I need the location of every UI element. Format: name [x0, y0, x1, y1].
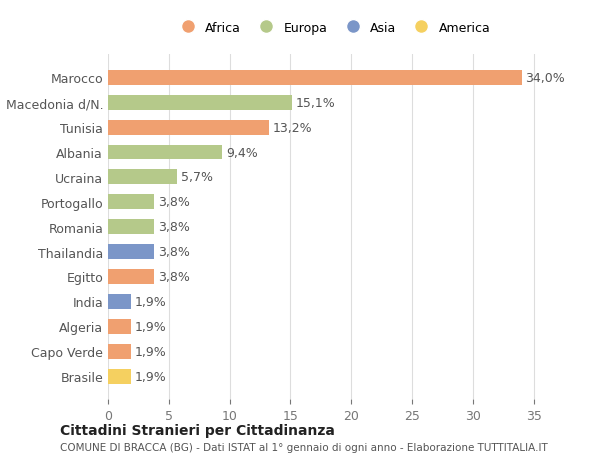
Bar	[108, 120, 269, 135]
Text: 15,1%: 15,1%	[295, 96, 335, 110]
Bar	[108, 71, 521, 86]
Text: 3,8%: 3,8%	[158, 221, 190, 234]
Text: 34,0%: 34,0%	[525, 72, 565, 84]
Text: 5,7%: 5,7%	[181, 171, 213, 184]
Text: 1,9%: 1,9%	[135, 345, 167, 358]
Bar	[108, 245, 154, 259]
Bar	[108, 369, 131, 384]
Text: 1,9%: 1,9%	[135, 320, 167, 333]
Bar	[108, 344, 131, 359]
Text: 1,9%: 1,9%	[135, 295, 167, 308]
Bar	[108, 145, 223, 160]
Bar	[108, 220, 154, 235]
Bar	[108, 319, 131, 334]
Text: 1,9%: 1,9%	[135, 370, 167, 383]
Text: 9,4%: 9,4%	[226, 146, 258, 159]
Text: 3,8%: 3,8%	[158, 196, 190, 209]
Text: Cittadini Stranieri per Cittadinanza: Cittadini Stranieri per Cittadinanza	[60, 423, 335, 437]
Bar	[108, 269, 154, 284]
Bar	[108, 294, 131, 309]
Bar	[108, 195, 154, 210]
Text: 3,8%: 3,8%	[158, 246, 190, 258]
Bar	[108, 170, 178, 185]
Text: 3,8%: 3,8%	[158, 270, 190, 283]
Text: 13,2%: 13,2%	[272, 121, 312, 134]
Text: COMUNE DI BRACCA (BG) - Dati ISTAT al 1° gennaio di ogni anno - Elaborazione TUT: COMUNE DI BRACCA (BG) - Dati ISTAT al 1°…	[60, 442, 548, 452]
Legend: Africa, Europa, Asia, America: Africa, Europa, Asia, America	[170, 17, 496, 39]
Bar	[108, 95, 292, 111]
